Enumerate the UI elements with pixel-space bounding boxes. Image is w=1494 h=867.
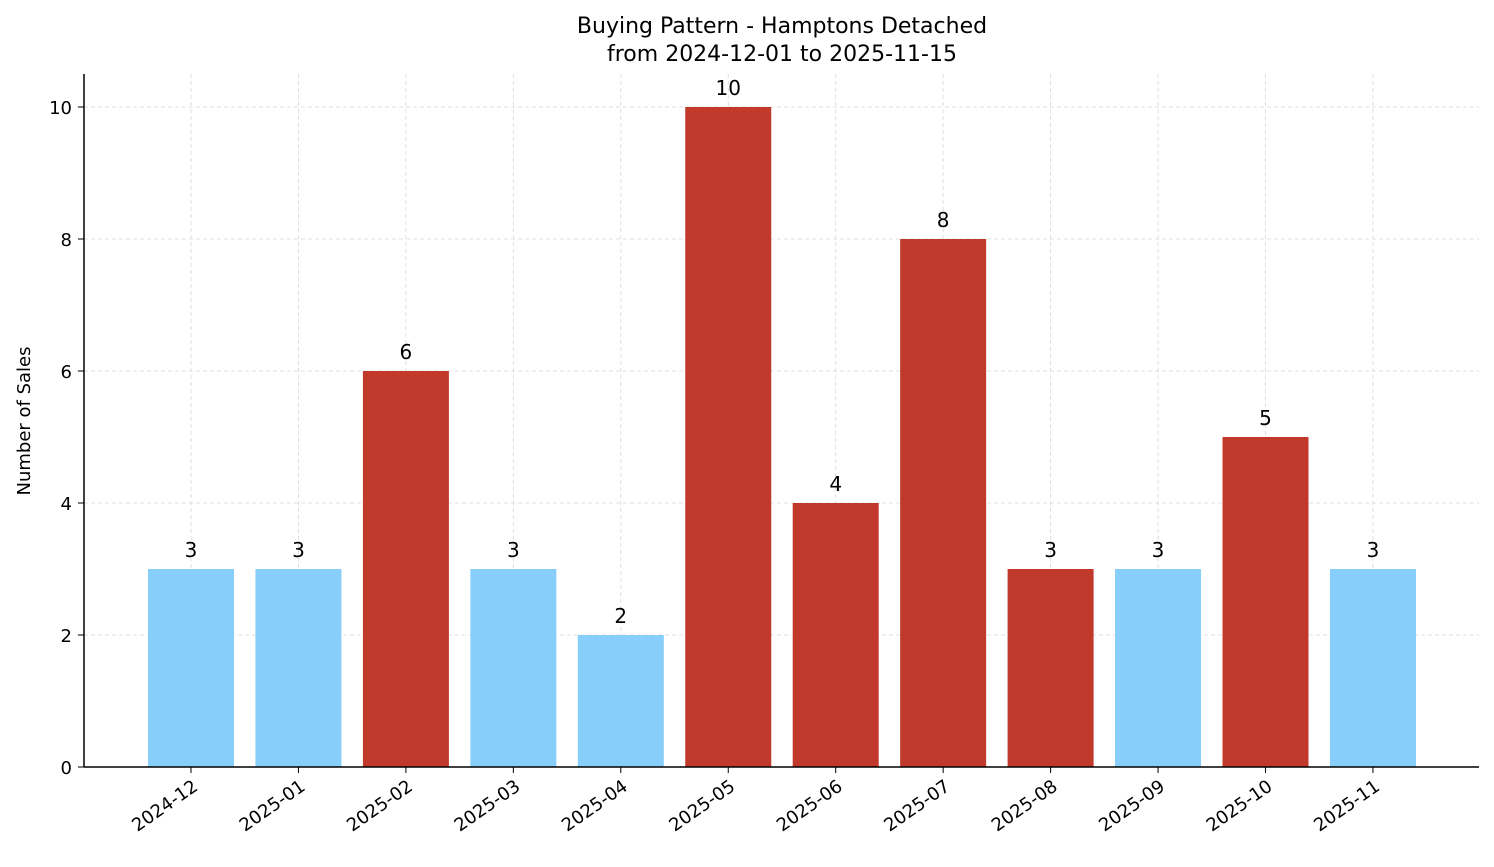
y-tick-label: 10 — [49, 98, 72, 119]
x-tick-label: 2025-07 — [880, 776, 954, 836]
x-tick-label: 2025-10 — [1203, 776, 1277, 836]
data-label-2025-01: 3 — [292, 538, 305, 562]
data-label-2025-10: 5 — [1259, 406, 1272, 430]
x-tick-label: 2025-08 — [988, 776, 1062, 836]
chart-title: Buying Pattern - Hamptons Detached — [577, 14, 987, 39]
x-tick-label: 2024-12 — [128, 776, 202, 836]
data-label-2025-06: 4 — [829, 472, 842, 496]
bar-2025-06 — [792, 503, 879, 767]
x-tick-label: 2025-09 — [1095, 776, 1169, 836]
data-label-2025-03: 3 — [507, 538, 520, 562]
data-label-2025-09: 3 — [1152, 538, 1165, 562]
bar-2025-01 — [255, 569, 342, 767]
bar-2025-08 — [1007, 569, 1094, 767]
data-label-2025-04: 2 — [614, 604, 627, 628]
y-tick-label: 0 — [61, 758, 72, 779]
x-tick-label: 2025-01 — [236, 776, 310, 836]
y-tick-label: 8 — [61, 230, 72, 251]
data-label-2025-02: 6 — [400, 340, 413, 364]
bar-2025-10 — [1222, 437, 1309, 767]
bar-2025-07 — [900, 239, 987, 767]
x-tick-label: 2025-11 — [1310, 776, 1384, 836]
y-tick-label: 6 — [61, 362, 72, 383]
x-tick-label: 2025-06 — [773, 776, 847, 836]
x-tick-label: 2025-05 — [665, 776, 739, 836]
bar-2025-02 — [362, 371, 449, 767]
x-tick-label: 2025-03 — [451, 776, 525, 836]
bar-2025-04 — [577, 635, 664, 767]
data-label-2025-11: 3 — [1367, 538, 1380, 562]
bar-2025-09 — [1115, 569, 1202, 767]
bar-2024-12 — [148, 569, 234, 767]
data-label-2025-08: 3 — [1044, 538, 1057, 562]
x-tick-label: 2025-02 — [343, 776, 417, 836]
data-label-2025-07: 8 — [937, 208, 950, 232]
data-label-2025-05: 10 — [716, 76, 741, 100]
data-labels: 3 3 6 3 2 10 4 8 3 3 5 3 — [185, 76, 1380, 628]
bar-2025-05 — [685, 107, 772, 767]
bars — [148, 107, 1416, 767]
y-tick-label: 2 — [61, 626, 72, 647]
chart-subtitle: from 2024-12-01 to 2025-11-15 — [607, 42, 957, 67]
bar-2025-11 — [1329, 569, 1416, 767]
data-label-2024-12: 3 — [185, 538, 198, 562]
y-axis-label: Number of Sales — [14, 346, 35, 495]
y-tick-label: 4 — [61, 494, 72, 515]
bar-2025-03 — [470, 569, 557, 767]
x-tick-label: 2025-04 — [558, 776, 632, 836]
